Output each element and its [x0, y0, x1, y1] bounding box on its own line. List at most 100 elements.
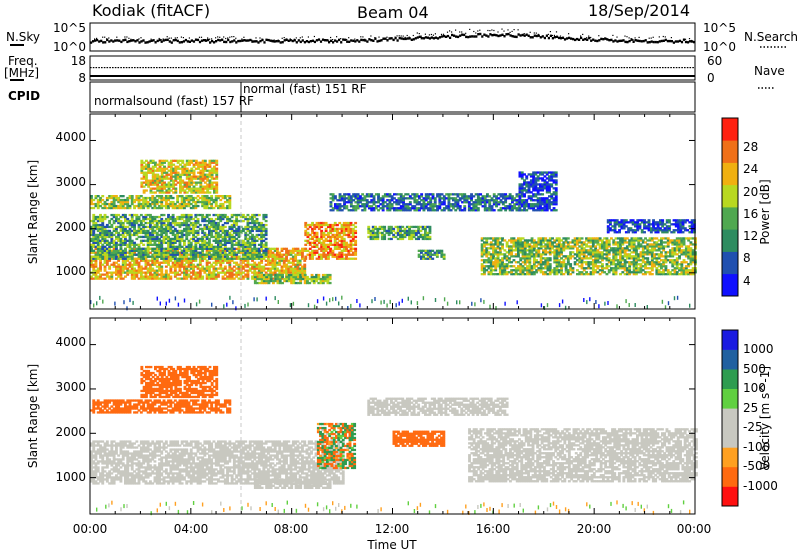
- heatmap-cell: [196, 200, 200, 204]
- heatmap-cell: [506, 197, 510, 200]
- heatmap-cell: [119, 251, 123, 254]
- noise-sky-point: [449, 36, 452, 39]
- noise-sky-point: [598, 39, 601, 42]
- heatmap-cell: [413, 207, 417, 210]
- heatmap-cell: [476, 203, 480, 206]
- heatmap-cell: [167, 223, 170, 227]
- heatmap-cell: [210, 257, 214, 260]
- noise-sky-point: [182, 40, 185, 43]
- heatmap-cell: [336, 227, 339, 231]
- heatmap-cell: [317, 241, 321, 244]
- heatmap-cell: [320, 241, 324, 244]
- heatmap-cell: [433, 197, 437, 200]
- heatmap-cell: [160, 189, 164, 192]
- heatmap-cell: [287, 269, 291, 272]
- noise-search-point: [336, 36, 338, 38]
- heatmap-cell: [149, 277, 152, 280]
- heatmap-cell: [230, 269, 234, 272]
- heatmap-cell: [436, 209, 439, 212]
- heatmap-cell: [145, 177, 148, 180]
- heatmap-cell: [331, 207, 335, 210]
- heatmap-cell: [257, 229, 261, 233]
- heatmap-cell: [347, 233, 351, 237]
- heatmap-cell: [133, 267, 136, 270]
- noise-sky-point: [517, 33, 520, 36]
- heatmap-cell: [230, 235, 234, 239]
- nave-point: [282, 67, 285, 69]
- heatmap-cell: [329, 225, 333, 229]
- heatmap-cell: [126, 255, 130, 258]
- heatmap-cell: [130, 251, 134, 254]
- heatmap-cell: [201, 195, 205, 198]
- heatmap-cell: [230, 257, 234, 260]
- heatmap-cell: [351, 227, 355, 231]
- heatmap-cell: [151, 243, 155, 246]
- heatmap-cell: [194, 245, 198, 248]
- heatmap-cell: [112, 245, 116, 248]
- heatmap-cell: [190, 179, 194, 182]
- heatmap-cell: [117, 271, 121, 274]
- heatmap-cell: [320, 243, 324, 246]
- heatmap-cell: [379, 207, 383, 210]
- heatmap-cell: [130, 202, 134, 206]
- heatmap-cell: [315, 231, 319, 235]
- heatmap-cell: [354, 231, 358, 235]
- heatmap-cell: [197, 167, 200, 170]
- heatmap-cell: [255, 235, 259, 239]
- heatmap-cell: [196, 204, 200, 208]
- heatmap-cell: [198, 196, 202, 200]
- heatmap-cell: [101, 223, 105, 227]
- heatmap-cell: [163, 181, 166, 184]
- heatmap-cell: [296, 269, 300, 272]
- noise-sky-point: [551, 37, 554, 40]
- heatmap-cell: [96, 195, 100, 198]
- heatmap-cell: [192, 267, 195, 270]
- heatmap-cell: [135, 229, 139, 233]
- heatmap-cell: [119, 271, 123, 274]
- heatmap-cell: [219, 235, 223, 239]
- heatmap-cell: [264, 219, 268, 223]
- heatmap-cell: [476, 207, 480, 210]
- heatmap-cell: [130, 249, 134, 252]
- heatmap-cell: [92, 202, 96, 206]
- noise-sky-point: [590, 39, 593, 42]
- nave-point: [260, 67, 263, 69]
- heatmap-cell: [153, 206, 157, 210]
- heatmap-cell: [214, 200, 218, 204]
- heatmap-cell: [90, 198, 93, 202]
- heatmap-cell: [176, 177, 180, 180]
- heatmap-cell: [94, 265, 98, 268]
- heatmap-cell: [185, 175, 189, 178]
- heatmap-cell: [320, 255, 324, 258]
- heatmap-cell: [199, 179, 203, 182]
- heatmap-cell: [205, 215, 209, 219]
- heatmap-cell: [174, 177, 178, 180]
- heatmap-cell: [313, 231, 317, 235]
- noise-sky-point: [368, 38, 371, 41]
- heatmap-cell: [351, 235, 355, 239]
- heatmap-cell: [452, 197, 455, 200]
- heatmap-cell: [158, 204, 161, 208]
- heatmap-cell: [506, 195, 510, 198]
- heatmap-cell: [463, 201, 467, 204]
- heatmap-cell: [308, 233, 312, 237]
- heatmap-cell: [287, 275, 291, 279]
- heatmap-cell: [115, 241, 118, 244]
- heatmap-cell: [297, 281, 300, 285]
- heatmap-cell: [194, 241, 198, 244]
- heatmap-cell: [126, 273, 130, 276]
- heatmap-cell: [412, 231, 416, 235]
- heatmap-cell: [260, 235, 264, 239]
- heatmap-cell: [405, 229, 409, 233]
- heatmap-cell: [178, 215, 182, 219]
- noise-search-point: [378, 36, 380, 38]
- heatmap-cell: [149, 167, 153, 170]
- heatmap-cell: [215, 171, 219, 174]
- nave-point: [392, 67, 395, 69]
- heatmap-cell: [251, 241, 254, 244]
- heatmap-cell: [329, 249, 333, 252]
- heatmap-cell: [108, 231, 112, 235]
- noise-search-point: [459, 31, 461, 33]
- heatmap-cell: [208, 213, 211, 217]
- heatmap-cell: [196, 198, 200, 202]
